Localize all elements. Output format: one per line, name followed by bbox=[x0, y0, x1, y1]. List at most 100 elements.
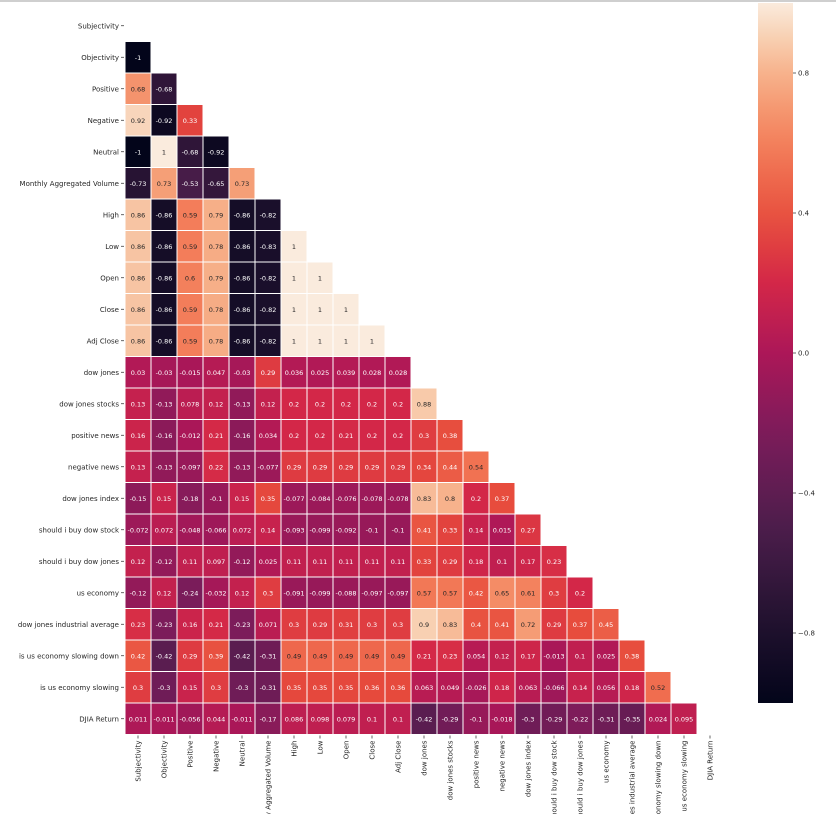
heatmap-cell bbox=[359, 672, 385, 703]
cell-annotation: -0.86 bbox=[234, 306, 251, 314]
heatmap-cell bbox=[515, 546, 541, 577]
heatmap-cell bbox=[125, 136, 151, 167]
cell-annotation: 0.39 bbox=[209, 652, 223, 660]
x-tick-label: dow jones stocks bbox=[447, 740, 455, 800]
cell-annotation: 0.3 bbox=[211, 684, 221, 692]
heatmap-cell bbox=[541, 640, 567, 671]
cell-annotation: 0.2 bbox=[471, 495, 481, 503]
heatmap-cell bbox=[333, 703, 359, 734]
cell-annotation: -0.013 bbox=[544, 652, 565, 660]
cell-annotation: 0.12 bbox=[131, 558, 145, 566]
heatmap-cell bbox=[151, 420, 177, 451]
heatmap-cell bbox=[411, 388, 437, 419]
cell-annotation: 0.12 bbox=[209, 400, 223, 408]
cell-annotation: 0.49 bbox=[339, 652, 353, 660]
heatmap-cell bbox=[177, 640, 203, 671]
heatmap-cell bbox=[333, 420, 359, 451]
cell-annotation: 0.072 bbox=[155, 526, 174, 534]
heatmap-cell bbox=[255, 672, 281, 703]
heatmap-cell bbox=[489, 546, 515, 577]
x-tick-label: dow jones bbox=[421, 740, 429, 776]
heatmap-cell bbox=[385, 388, 411, 419]
heatmap-cell bbox=[281, 451, 307, 482]
heatmap-cell bbox=[359, 640, 385, 671]
window-top-border bbox=[0, 0, 836, 2]
heatmap-cell bbox=[385, 672, 411, 703]
cell-annotation: 0.2 bbox=[575, 589, 585, 597]
cell-annotation: 1 bbox=[318, 337, 322, 345]
heatmap-cell bbox=[255, 640, 281, 671]
heatmap-cell bbox=[125, 357, 151, 388]
heatmap-cell bbox=[489, 577, 515, 608]
cell-annotation: 0.45 bbox=[599, 621, 613, 629]
cell-annotation: 0.35 bbox=[287, 684, 301, 692]
y-tick-label: High bbox=[103, 211, 119, 219]
x-tick-label: negative news bbox=[499, 740, 507, 791]
heatmap-cell bbox=[489, 514, 515, 545]
cell-annotation: 0.49 bbox=[287, 652, 301, 660]
cell-annotation: -0.82 bbox=[260, 306, 277, 314]
heatmap-cell bbox=[567, 703, 593, 734]
heatmap-cell bbox=[255, 703, 281, 734]
cell-annotation: 0.59 bbox=[183, 306, 197, 314]
heatmap-cell bbox=[203, 168, 229, 199]
x-tick-label: Low bbox=[317, 740, 325, 754]
colorbar-tick-label: 0.4 bbox=[798, 210, 810, 218]
heatmap-cell bbox=[489, 483, 515, 514]
heatmap-cell bbox=[359, 609, 385, 640]
heatmap-cell bbox=[385, 483, 411, 514]
heatmap-cell bbox=[437, 451, 463, 482]
x-tick-label: High bbox=[291, 741, 299, 757]
cell-annotation: -0.3 bbox=[522, 715, 535, 723]
cell-annotation: 0.11 bbox=[287, 558, 301, 566]
cell-annotation: 0.3 bbox=[549, 589, 559, 597]
cell-annotation: 0.61 bbox=[521, 589, 535, 597]
heatmap-cell bbox=[229, 546, 255, 577]
heatmap-cell bbox=[307, 514, 333, 545]
heatmap-cell bbox=[177, 357, 203, 388]
heatmap-cell bbox=[567, 577, 593, 608]
cell-annotation: -0.92 bbox=[156, 117, 173, 125]
colorbar-tick-label: 0.8 bbox=[798, 70, 809, 78]
cell-annotation: -0.65 bbox=[208, 180, 225, 188]
heatmap-cell bbox=[255, 609, 281, 640]
heatmap-cell bbox=[255, 294, 281, 325]
heatmap-cell bbox=[177, 231, 203, 262]
heatmap-cell bbox=[125, 514, 151, 545]
x-tick-label: positive news bbox=[473, 740, 481, 788]
cell-annotation: 0.29 bbox=[339, 463, 353, 471]
heatmap-cell bbox=[151, 388, 177, 419]
heatmap-cell bbox=[125, 577, 151, 608]
heatmap-cell bbox=[489, 672, 515, 703]
cell-annotation: 0.29 bbox=[313, 463, 327, 471]
cell-annotation: 0.15 bbox=[183, 684, 197, 692]
cell-annotation: 0.034 bbox=[259, 432, 278, 440]
heatmap-cell bbox=[437, 640, 463, 671]
heatmap-cell bbox=[437, 514, 463, 545]
cell-annotation: 0.12 bbox=[235, 589, 249, 597]
cell-annotation: -0.24 bbox=[182, 589, 199, 597]
cell-annotation: 0.2 bbox=[367, 432, 377, 440]
cell-annotation: 0.21 bbox=[209, 432, 223, 440]
heatmap-cell bbox=[229, 357, 255, 388]
cell-annotation: 0.18 bbox=[625, 684, 639, 692]
heatmap-cell bbox=[255, 577, 281, 608]
heatmap-cell bbox=[229, 420, 255, 451]
heatmap-cell bbox=[281, 231, 307, 262]
heatmap-cell bbox=[411, 514, 437, 545]
cell-annotation: 0.33 bbox=[443, 526, 457, 534]
cell-annotation: 0.071 bbox=[259, 621, 278, 629]
colorbar: 0.8 0.4 0.0 −0.4 −0.8 bbox=[758, 3, 816, 703]
cell-annotation: 0.86 bbox=[131, 337, 145, 345]
cell-annotation: 0.29 bbox=[287, 463, 301, 471]
heatmap-cell bbox=[255, 546, 281, 577]
heatmap-cell bbox=[229, 483, 255, 514]
heatmap-cell bbox=[125, 546, 151, 577]
cell-annotation: 0.056 bbox=[597, 684, 616, 692]
cell-annotation: -0.15 bbox=[130, 495, 147, 503]
heatmap-cell bbox=[281, 388, 307, 419]
heatmap-cell bbox=[515, 514, 541, 545]
heatmap-cell bbox=[359, 577, 385, 608]
heatmap-cell bbox=[177, 262, 203, 293]
cell-annotation: 1 bbox=[344, 306, 348, 314]
